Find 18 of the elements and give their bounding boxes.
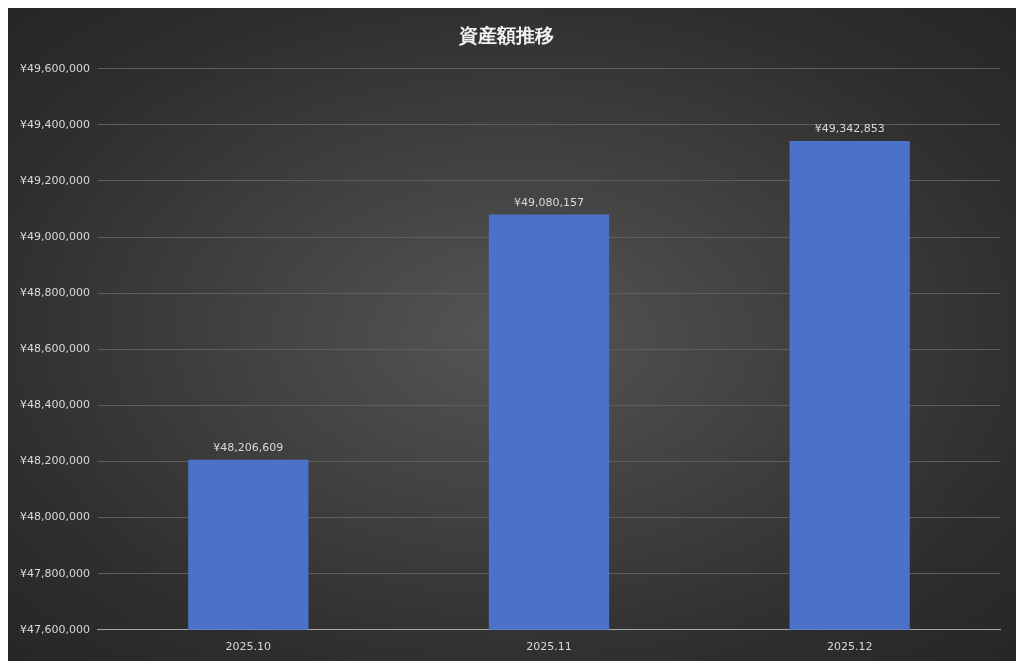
y-tick-label: ¥49,400,000: [20, 117, 90, 131]
y-tick-label: ¥48,400,000: [20, 398, 90, 412]
data-label: ¥49,080,157: [514, 195, 584, 209]
y-tick-label: ¥47,600,000: [20, 622, 90, 636]
y-tick-label: ¥47,800,000: [20, 566, 90, 580]
data-label: ¥48,206,609: [213, 441, 284, 455]
x-tick-label: 2025.11: [526, 640, 572, 654]
chart-title: 資産額推移: [457, 24, 554, 47]
y-tick-label: ¥49,600,000: [20, 61, 90, 75]
y-tick-label: ¥48,200,000: [20, 454, 90, 468]
x-tick-label: 2025.12: [826, 640, 873, 654]
y-tick-label: ¥48,000,000: [20, 510, 90, 524]
y-tick-label: ¥49,200,000: [20, 173, 90, 187]
y-tick-label: ¥48,600,000: [20, 342, 90, 356]
y-tick-label: ¥48,800,000: [20, 286, 90, 300]
data-label: ¥49,342,853: [814, 122, 885, 136]
y-tick-label: ¥49,000,000: [20, 229, 90, 243]
x-tick-label: 2025.10: [225, 640, 272, 654]
